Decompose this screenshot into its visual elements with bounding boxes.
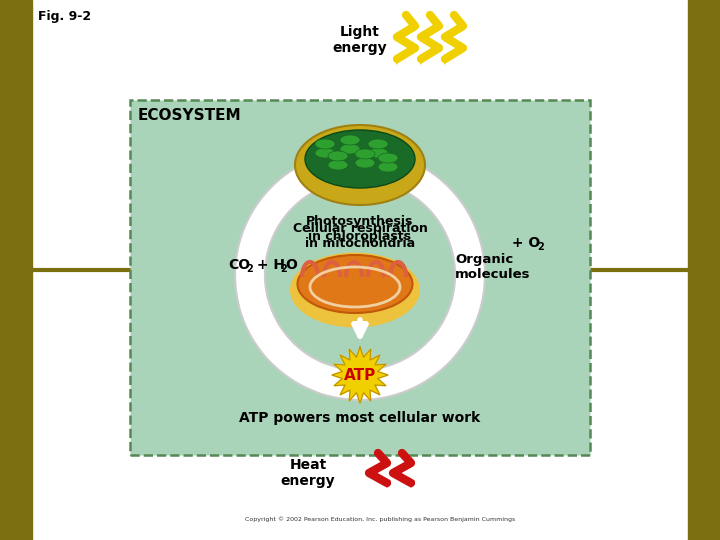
Ellipse shape bbox=[315, 139, 335, 149]
Ellipse shape bbox=[340, 135, 360, 145]
Text: + O: + O bbox=[507, 236, 540, 250]
Ellipse shape bbox=[378, 153, 398, 163]
Ellipse shape bbox=[368, 148, 388, 158]
Ellipse shape bbox=[378, 162, 398, 172]
Ellipse shape bbox=[295, 125, 425, 205]
Ellipse shape bbox=[315, 148, 335, 158]
Text: Copyright © 2002 Pearson Education, Inc. publishing as Pearson Benjamin Cummings: Copyright © 2002 Pearson Education, Inc.… bbox=[245, 516, 515, 522]
Text: 2: 2 bbox=[246, 264, 253, 274]
Text: Photosynthesis
in chloroplasts: Photosynthesis in chloroplasts bbox=[306, 215, 414, 243]
Ellipse shape bbox=[368, 139, 388, 149]
Text: Light
energy: Light energy bbox=[333, 25, 387, 55]
Text: Fig. 9-2: Fig. 9-2 bbox=[38, 10, 91, 23]
Bar bbox=[130, 100, 590, 455]
Text: Cellular respiration
in mitochondria: Cellular respiration in mitochondria bbox=[292, 222, 428, 250]
Ellipse shape bbox=[355, 149, 375, 159]
Polygon shape bbox=[332, 347, 388, 403]
Ellipse shape bbox=[305, 130, 415, 188]
Text: 2: 2 bbox=[537, 242, 544, 252]
Ellipse shape bbox=[355, 158, 375, 168]
Bar bbox=[688, 0, 720, 540]
Text: Organic
molecules: Organic molecules bbox=[455, 253, 531, 281]
Text: ECOSYSTEM: ECOSYSTEM bbox=[138, 108, 242, 123]
Ellipse shape bbox=[340, 144, 360, 154]
Ellipse shape bbox=[328, 151, 348, 161]
Text: 2: 2 bbox=[280, 264, 287, 274]
Ellipse shape bbox=[328, 160, 348, 170]
Text: ATP: ATP bbox=[344, 368, 376, 382]
Ellipse shape bbox=[297, 255, 413, 313]
Text: + H: + H bbox=[252, 258, 285, 272]
Text: ATP powers most cellular work: ATP powers most cellular work bbox=[239, 411, 481, 425]
Text: O: O bbox=[285, 258, 297, 272]
Text: CO: CO bbox=[228, 258, 250, 272]
Ellipse shape bbox=[290, 253, 420, 327]
Bar bbox=[0, 0, 32, 540]
Text: Heat
energy: Heat energy bbox=[281, 458, 336, 488]
